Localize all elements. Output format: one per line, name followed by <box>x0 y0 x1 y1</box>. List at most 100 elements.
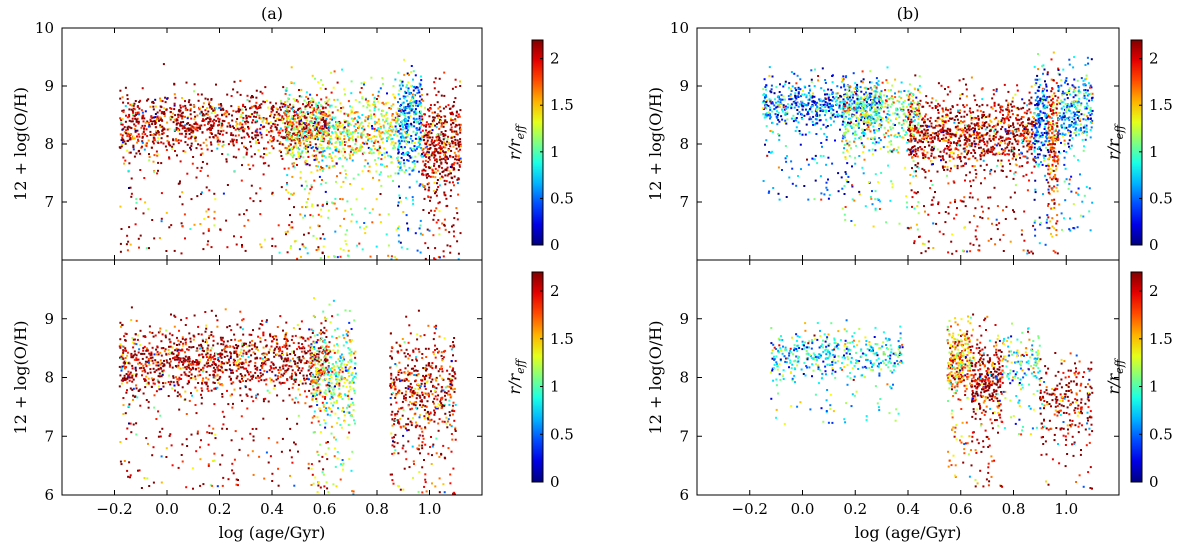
scatter-point <box>968 196 971 199</box>
scatter-point <box>386 122 389 125</box>
scatter-point <box>383 147 386 150</box>
scatter-point <box>309 129 312 132</box>
scatter-point <box>438 184 441 187</box>
scatter-point <box>997 159 1000 162</box>
scatter-point <box>773 104 776 107</box>
scatter-point <box>805 94 808 97</box>
scatter-point <box>931 203 934 206</box>
scatter-point <box>179 160 182 163</box>
scatter-point <box>422 209 425 211</box>
scatter-point <box>398 142 401 145</box>
scatter-point <box>230 134 233 136</box>
scatter-point <box>828 93 831 96</box>
scatter-point <box>147 98 150 101</box>
y-tick-label: 7 <box>44 193 54 211</box>
scatter-point <box>216 136 219 139</box>
scatter-point <box>157 169 159 172</box>
scatter-point <box>913 242 916 245</box>
scatter-point <box>379 127 382 130</box>
scatter-point <box>797 92 800 95</box>
scatter-point <box>804 133 807 136</box>
scatter-point <box>907 114 910 117</box>
scatter-point <box>821 67 824 70</box>
scatter-point <box>770 88 773 91</box>
scatter-point <box>289 214 291 217</box>
scatter-point <box>842 108 845 111</box>
scatter-point <box>184 130 187 133</box>
scatter-point <box>433 257 436 260</box>
scatter-point <box>412 94 415 97</box>
scatter-point <box>330 125 333 128</box>
scatter-point <box>294 114 296 117</box>
scatter-point <box>301 122 304 125</box>
scatter-point <box>788 176 791 179</box>
scatter-point <box>220 130 223 133</box>
scatter-point <box>977 125 980 127</box>
scatter-point <box>259 127 262 130</box>
scatter-point <box>211 106 214 109</box>
scatter-point <box>414 142 416 144</box>
scatter-point <box>289 226 292 229</box>
scatter-point <box>233 235 235 238</box>
scatter-point <box>442 133 445 135</box>
scatter-point <box>278 129 281 132</box>
scatter-point <box>377 140 380 143</box>
scatter-point <box>265 99 268 102</box>
scatter-point <box>1012 122 1015 125</box>
scatter-point <box>930 160 933 163</box>
scatter-point <box>457 193 460 196</box>
scatter-point <box>131 103 134 106</box>
scatter-point <box>309 226 312 229</box>
scatter-point <box>289 247 292 250</box>
scatter-point <box>447 104 450 107</box>
scatter-point <box>148 153 150 156</box>
scatter-point <box>284 112 287 115</box>
scatter-point <box>427 123 430 126</box>
scatter-point <box>427 160 430 163</box>
scatter-point <box>401 147 404 150</box>
scatter-point <box>398 139 401 142</box>
scatter-point <box>910 92 913 95</box>
scatter-point <box>230 132 233 135</box>
scatter-point <box>119 97 122 100</box>
scatter-point <box>450 119 453 122</box>
scatter-point <box>1027 133 1030 136</box>
scatter-point <box>414 104 417 107</box>
scatter-point <box>894 124 896 126</box>
scatter-point <box>331 111 334 114</box>
scatter-point <box>914 139 917 142</box>
scatter-point <box>328 122 331 125</box>
scatter-point <box>898 222 901 225</box>
scatter-point <box>313 149 316 152</box>
scatter-point <box>181 97 184 99</box>
scatter-point <box>771 101 774 104</box>
scatter-point <box>138 113 141 116</box>
scatter-point <box>932 222 935 225</box>
scatter-point <box>169 144 172 147</box>
scatter-point <box>820 104 823 107</box>
scatter-point <box>927 169 930 172</box>
scatter-point <box>826 188 829 191</box>
scatter-point <box>1011 157 1014 160</box>
scatter-point <box>419 131 422 134</box>
scatter-point <box>418 184 421 187</box>
scatter-point <box>267 106 269 109</box>
scatter-point <box>338 120 341 123</box>
scatter-point <box>207 208 210 211</box>
scatter-point <box>310 186 313 189</box>
scatter-point <box>268 152 271 154</box>
scatter-point <box>942 110 945 113</box>
scatter-point <box>336 125 339 128</box>
scatter-point <box>330 142 333 145</box>
scatter-point <box>288 120 291 123</box>
scatter-point <box>290 147 293 149</box>
scatter-point <box>273 113 276 116</box>
scatter-point <box>399 109 402 112</box>
scatter-point <box>257 134 260 137</box>
scatter-point <box>439 155 441 158</box>
scatter-point <box>401 102 404 105</box>
scatter-point <box>1030 128 1033 131</box>
scatter-point <box>335 127 338 130</box>
scatter-point <box>392 128 395 131</box>
scatter-point <box>370 140 373 143</box>
